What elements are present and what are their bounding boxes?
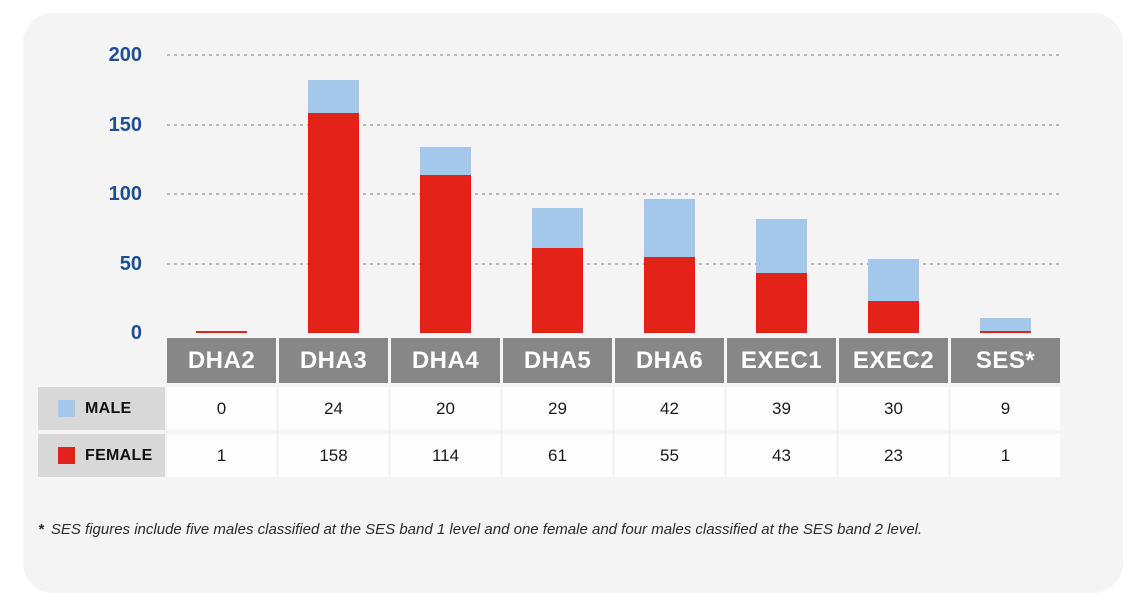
table-header-dha2: DHA2 bbox=[167, 338, 276, 383]
bar-segment-male bbox=[532, 208, 583, 248]
table-header-exec2: EXEC2 bbox=[839, 338, 948, 383]
gridline bbox=[167, 262, 1060, 265]
bar-segment-male bbox=[420, 147, 471, 175]
bar-DHA5 bbox=[532, 208, 583, 333]
legend-swatch-female bbox=[58, 447, 75, 464]
cell-female-exec1: 43 bbox=[727, 434, 836, 477]
cell-male-ses: 9 bbox=[951, 387, 1060, 430]
bar-segment-female bbox=[420, 175, 471, 333]
gridline bbox=[167, 193, 1060, 195]
bar-segment-male bbox=[756, 219, 807, 273]
cell-female-dha6: 55 bbox=[615, 434, 724, 477]
legend-swatch-male bbox=[58, 400, 75, 417]
table-header-ses: SES* bbox=[951, 338, 1060, 383]
chart-card: 0 50 100 150 200 DHA2 DHA3 DHA4 DHA5 DHA6 EXEC1 EX… bbox=[23, 13, 1123, 593]
bar-segment-female bbox=[532, 248, 583, 333]
bar-segment-female bbox=[756, 273, 807, 333]
bar-DHA6 bbox=[644, 199, 695, 333]
cell-male-exec1: 39 bbox=[727, 387, 836, 430]
cell-female-dha4: 114 bbox=[391, 434, 500, 477]
cell-female-exec2: 23 bbox=[839, 434, 948, 477]
bar-segment-female bbox=[868, 301, 919, 333]
cell-male-dha3: 24 bbox=[279, 387, 388, 430]
cell-male-dha5: 29 bbox=[503, 387, 612, 430]
y-axis-tick-label: 0 bbox=[130, 322, 142, 344]
bar-segment-female bbox=[644, 257, 695, 333]
cell-female-dha5: 61 bbox=[503, 434, 612, 477]
table-header-dha3: DHA3 bbox=[279, 338, 388, 383]
y-axis-tick-label: 100 bbox=[108, 183, 142, 205]
table-header-exec1: EXEC1 bbox=[727, 338, 836, 383]
y-axis-tick-label: 50 bbox=[119, 252, 142, 275]
bar-DHA2 bbox=[196, 331, 247, 333]
gridline bbox=[167, 123, 1060, 126]
bar-segment-male bbox=[308, 80, 359, 113]
bar-segment-female bbox=[308, 113, 359, 333]
legend-label: MALE bbox=[85, 399, 132, 417]
table-header-dha4: DHA4 bbox=[391, 338, 500, 383]
bar-segment-male bbox=[980, 318, 1031, 331]
bar-SES bbox=[980, 318, 1031, 333]
legend-row-female: FEMALE bbox=[38, 434, 165, 477]
cell-female-dha2: 1 bbox=[167, 434, 276, 477]
legend-row-male: MALE bbox=[38, 387, 165, 430]
footnote: * SES figures include five males classifi… bbox=[38, 521, 922, 538]
bar-EXEC2 bbox=[868, 259, 919, 333]
cell-male-dha2: 0 bbox=[167, 387, 276, 430]
cell-female-ses: 1 bbox=[951, 434, 1060, 477]
cell-male-exec2: 30 bbox=[839, 387, 948, 430]
cell-male-dha6: 42 bbox=[615, 387, 724, 430]
legend-label: FEMALE bbox=[85, 446, 153, 464]
bar-segment-male bbox=[644, 199, 695, 257]
footnote-text: SES figures include five males classifie… bbox=[50, 521, 923, 538]
bar-EXEC1 bbox=[756, 219, 807, 333]
bar-segment-male bbox=[868, 259, 919, 301]
cell-male-dha4: 20 bbox=[391, 387, 500, 430]
bar-segment-female bbox=[980, 331, 1031, 333]
bar-segment-female bbox=[196, 331, 247, 333]
y-axis-tick-label: 150 bbox=[108, 113, 142, 136]
bar-DHA4 bbox=[420, 147, 471, 333]
footnote-marker: * bbox=[38, 521, 44, 538]
table-header-dha5: DHA5 bbox=[503, 338, 612, 383]
table-header-dha6: DHA6 bbox=[615, 338, 724, 383]
bar-DHA3 bbox=[308, 80, 359, 333]
cell-female-dha3: 158 bbox=[279, 434, 388, 477]
gridline bbox=[167, 54, 1060, 56]
y-axis-tick-label: 200 bbox=[108, 44, 142, 66]
